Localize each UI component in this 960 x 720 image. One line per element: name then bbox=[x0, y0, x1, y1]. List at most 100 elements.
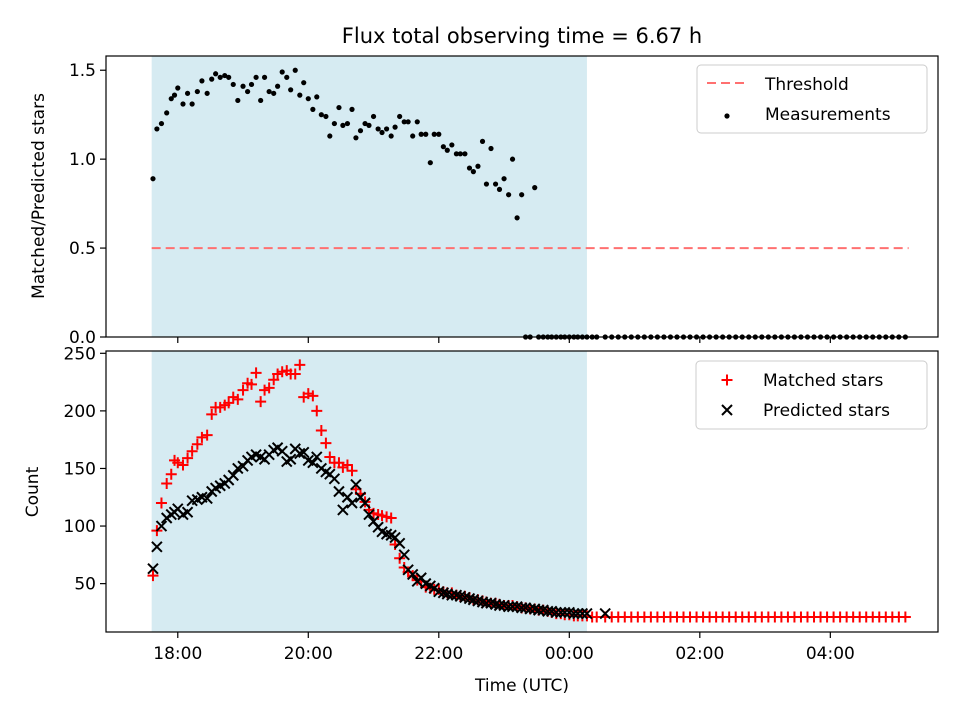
measurement-point bbox=[349, 106, 355, 112]
matched-star-point bbox=[263, 382, 275, 394]
predicted-star-point bbox=[311, 451, 323, 463]
measurement-point bbox=[392, 124, 398, 130]
measurement-point bbox=[431, 131, 437, 137]
measurement-point bbox=[444, 147, 450, 153]
y-tick-label: 0.5 bbox=[69, 239, 96, 259]
count-y-axis-label: Count bbox=[23, 466, 43, 517]
predicted-star-point bbox=[550, 606, 562, 619]
measurement-point bbox=[418, 131, 424, 137]
measurement-point bbox=[483, 181, 490, 187]
measurement-point bbox=[222, 72, 228, 79]
ratio-x-ticks bbox=[177, 337, 831, 343]
measurement-point bbox=[514, 215, 520, 221]
predicted-star-point bbox=[181, 506, 194, 518]
matched-star-point bbox=[289, 368, 301, 380]
matched-star-point bbox=[237, 384, 249, 396]
measurement-point bbox=[288, 87, 294, 93]
matched-star-point bbox=[320, 437, 332, 449]
measurement-point bbox=[323, 113, 329, 120]
legend-predicted-swatch bbox=[721, 404, 733, 416]
count-y-axis: 50 100 150 200 250 bbox=[64, 344, 106, 595]
predicted-star-point bbox=[359, 497, 371, 509]
measurement-point bbox=[301, 80, 307, 86]
matched-star-point bbox=[165, 468, 177, 480]
predicted-star-point bbox=[450, 589, 463, 601]
predicted-star-point bbox=[201, 492, 213, 505]
measurement-point bbox=[199, 78, 205, 84]
predicted-star-point bbox=[350, 478, 362, 491]
measurement-point bbox=[501, 176, 507, 182]
matched-star-point bbox=[177, 459, 189, 471]
measurement-point bbox=[423, 131, 429, 137]
y-tick-label: 150 bbox=[64, 459, 96, 479]
measurement-point bbox=[180, 101, 186, 107]
matched-star-point bbox=[161, 477, 173, 489]
predicted-star-point bbox=[463, 592, 476, 605]
measurement-point bbox=[184, 90, 191, 96]
measurement-point bbox=[397, 113, 403, 120]
x-tick-label: 02:00 bbox=[675, 644, 724, 664]
predicted-star-point bbox=[581, 607, 593, 620]
measurement-point bbox=[271, 90, 277, 96]
measurement-point bbox=[168, 96, 174, 102]
matched-star-point bbox=[250, 367, 262, 379]
measurement-point bbox=[457, 151, 463, 157]
measurement-point bbox=[362, 120, 368, 127]
matched-star-point bbox=[294, 359, 306, 371]
measurement-point bbox=[150, 176, 156, 182]
y-tick-label: 50 bbox=[74, 575, 96, 595]
measurement-point bbox=[357, 128, 364, 134]
ratio-axes-frame bbox=[105, 55, 939, 338]
predicted-star-point bbox=[363, 508, 375, 521]
y-tick-label: 0.0 bbox=[69, 328, 96, 348]
ratio-legend-box bbox=[696, 64, 928, 134]
ratio-observing-window bbox=[151, 56, 587, 337]
predicted-star-point bbox=[437, 587, 450, 599]
predicted-star-point bbox=[406, 568, 419, 581]
legend-matched-label: Matched stars bbox=[763, 371, 883, 391]
predicted-star-point bbox=[493, 599, 506, 612]
predicted-star-point bbox=[568, 607, 580, 620]
measurement-point bbox=[217, 74, 223, 80]
predicted-star-point bbox=[147, 562, 159, 575]
count-axes-frame bbox=[105, 350, 939, 633]
measurement-point bbox=[226, 74, 232, 80]
measurement-point bbox=[204, 90, 210, 96]
ratio-legend: Threshold Measurements bbox=[696, 64, 928, 134]
measurement-point bbox=[253, 74, 259, 80]
measurement-point bbox=[370, 113, 377, 120]
measurement-point bbox=[171, 92, 178, 98]
measurement-point bbox=[379, 129, 385, 136]
predicted-star-point bbox=[284, 453, 297, 465]
measurement-point bbox=[410, 133, 416, 139]
predicted-star-point bbox=[555, 606, 567, 619]
x-axis-label: Time (UTC) bbox=[474, 676, 569, 696]
legend-measurements-label: Measurements bbox=[765, 105, 891, 125]
matched-star-point bbox=[255, 396, 267, 408]
measurement-point bbox=[519, 192, 525, 198]
predicted-star-point bbox=[559, 606, 571, 619]
matched-star-point bbox=[268, 374, 280, 386]
count-legend: Matched stars Predicted stars bbox=[695, 360, 928, 430]
matched-star-point bbox=[223, 397, 235, 409]
matched-star-point bbox=[315, 424, 327, 436]
measurement-point bbox=[509, 156, 516, 162]
legend-matched-swatch bbox=[721, 374, 733, 386]
measurement-point bbox=[336, 104, 342, 111]
measurement-point bbox=[475, 163, 481, 169]
measurement-point bbox=[230, 81, 236, 88]
measurement-point bbox=[401, 119, 407, 125]
measurement-point bbox=[209, 76, 215, 82]
measurement-point bbox=[258, 97, 264, 104]
predicted-star-point bbox=[599, 607, 611, 620]
measurement-point bbox=[154, 126, 160, 132]
measurement-point bbox=[440, 144, 446, 150]
measurement-point bbox=[194, 88, 200, 95]
observing-window-band bbox=[151, 56, 587, 337]
y-tick-label: 200 bbox=[64, 402, 96, 422]
measurement-point bbox=[235, 97, 241, 104]
matched-star-point bbox=[196, 431, 208, 443]
x-tick-label: 22:00 bbox=[414, 644, 463, 664]
measurement-point bbox=[164, 110, 170, 116]
